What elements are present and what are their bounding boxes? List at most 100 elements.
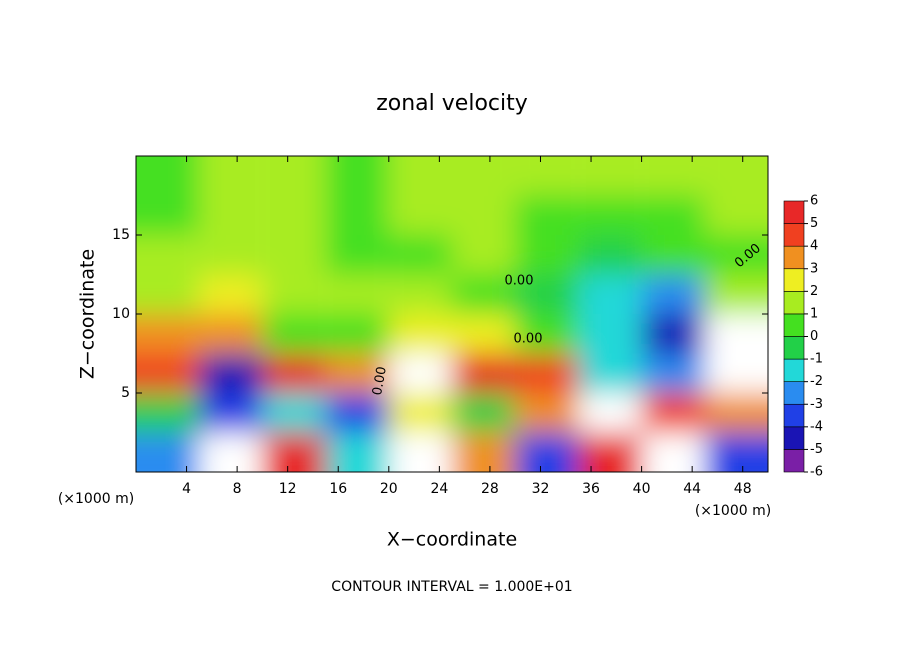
colorbar-label: 4 — [810, 239, 818, 254]
heat-cell — [136, 393, 200, 433]
colorbar-label: 6 — [810, 194, 818, 209]
heat-cell — [515, 314, 579, 354]
heat-cell — [199, 156, 263, 196]
heat-cell — [262, 156, 326, 196]
colorbar-label: -4 — [810, 419, 823, 434]
x-tick-label: 28 — [481, 481, 499, 497]
x-tick-label: 20 — [380, 481, 398, 497]
heat-cell — [388, 353, 452, 393]
x-unit-label: (×1000 m) — [695, 503, 771, 519]
x-tick-label: 48 — [734, 481, 752, 497]
colorbar-label: 1 — [810, 306, 818, 321]
heat-cell — [199, 393, 263, 433]
heat-cell — [262, 274, 326, 314]
heat-cell — [262, 393, 326, 433]
heat-cell — [578, 195, 642, 235]
heat-cell — [199, 353, 263, 393]
heat-cell — [515, 235, 579, 275]
colorbar-label: -2 — [810, 374, 823, 389]
heat-cell — [452, 156, 516, 196]
contour-label: 0.00 — [370, 365, 390, 396]
heat-cell — [515, 156, 579, 196]
heat-cell — [199, 432, 263, 472]
heat-cell — [452, 274, 516, 314]
colorbar-label: -3 — [810, 397, 823, 412]
x-tick-label: 32 — [532, 481, 550, 497]
colorbar-box — [783, 358, 805, 382]
heat-cell — [388, 235, 452, 275]
colorbar-label: 2 — [810, 284, 818, 299]
heat-cell — [388, 274, 452, 314]
heat-cell — [641, 195, 705, 235]
heat-cell — [325, 314, 389, 354]
x-tick-label: 24 — [430, 481, 448, 497]
heat-cell — [452, 432, 516, 472]
heat-cell — [515, 393, 579, 433]
footnote: CONTOUR INTERVAL = 1.000E+01 — [331, 579, 572, 595]
heat-cell — [578, 156, 642, 196]
heat-cell — [578, 235, 642, 275]
heat-cell — [136, 432, 200, 472]
heat-cell — [325, 393, 389, 433]
heat-cell — [325, 274, 389, 314]
y-tick-label: 15 — [112, 227, 130, 243]
heat-cell — [704, 156, 768, 196]
colorbar-box — [783, 336, 805, 360]
heat-cell — [199, 235, 263, 275]
heat-cell — [578, 353, 642, 393]
colorbar-label: 3 — [810, 261, 818, 276]
heat-cell — [641, 353, 705, 393]
colorbar-box — [783, 291, 805, 315]
heat-cell — [641, 274, 705, 314]
heat-cell — [578, 274, 642, 314]
heat-cell — [325, 353, 389, 393]
colorbar-box — [783, 200, 805, 224]
heat-cell — [136, 156, 200, 196]
x-axis-label: X−coordinate — [387, 529, 517, 551]
heat-cell — [325, 235, 389, 275]
heat-cell — [136, 314, 200, 354]
heat-cell — [641, 432, 705, 472]
heat-cell — [515, 274, 579, 314]
heat-cell — [515, 353, 579, 393]
y-tick-label: 5 — [121, 385, 130, 401]
y-tick-label: 10 — [112, 306, 130, 322]
colorbar-label: -1 — [810, 352, 823, 367]
heat-cell — [388, 314, 452, 354]
heat-cell — [704, 314, 768, 354]
heat-cell — [704, 353, 768, 393]
colorbar-box — [783, 245, 805, 270]
heat-cell — [199, 195, 263, 235]
colorbar-box — [783, 223, 805, 247]
heat-cell — [452, 314, 516, 354]
heat-cell — [704, 274, 768, 314]
heat-cell — [578, 393, 642, 433]
heat-cell — [262, 235, 326, 275]
heat-cell — [515, 432, 579, 472]
contour-label: 0.00 — [514, 332, 543, 347]
heat-cell — [388, 432, 452, 472]
colorbar-label: -6 — [810, 465, 823, 480]
x-tick-label: 16 — [329, 481, 347, 497]
heat-cell — [704, 393, 768, 433]
colorbar-label: 0 — [810, 329, 818, 344]
heat-cell — [136, 353, 200, 393]
heat-cell — [325, 432, 389, 472]
x-tick-label: 36 — [582, 481, 600, 497]
heat-cell — [262, 353, 326, 393]
colorbar-box — [783, 426, 805, 450]
colorbar-box — [783, 313, 805, 337]
heat-cell — [704, 195, 768, 235]
colorbar-box — [783, 268, 805, 292]
colorbar-label: -5 — [810, 442, 823, 457]
heat-cell — [452, 195, 516, 235]
heat-cell — [136, 274, 200, 314]
heat-cell — [641, 235, 705, 275]
heat-cell — [388, 393, 452, 433]
x-tick-label: 4 — [182, 481, 191, 497]
heat-cell — [325, 195, 389, 235]
y-unit-label: (×1000 m) — [58, 491, 134, 507]
heat-cell — [641, 314, 705, 354]
